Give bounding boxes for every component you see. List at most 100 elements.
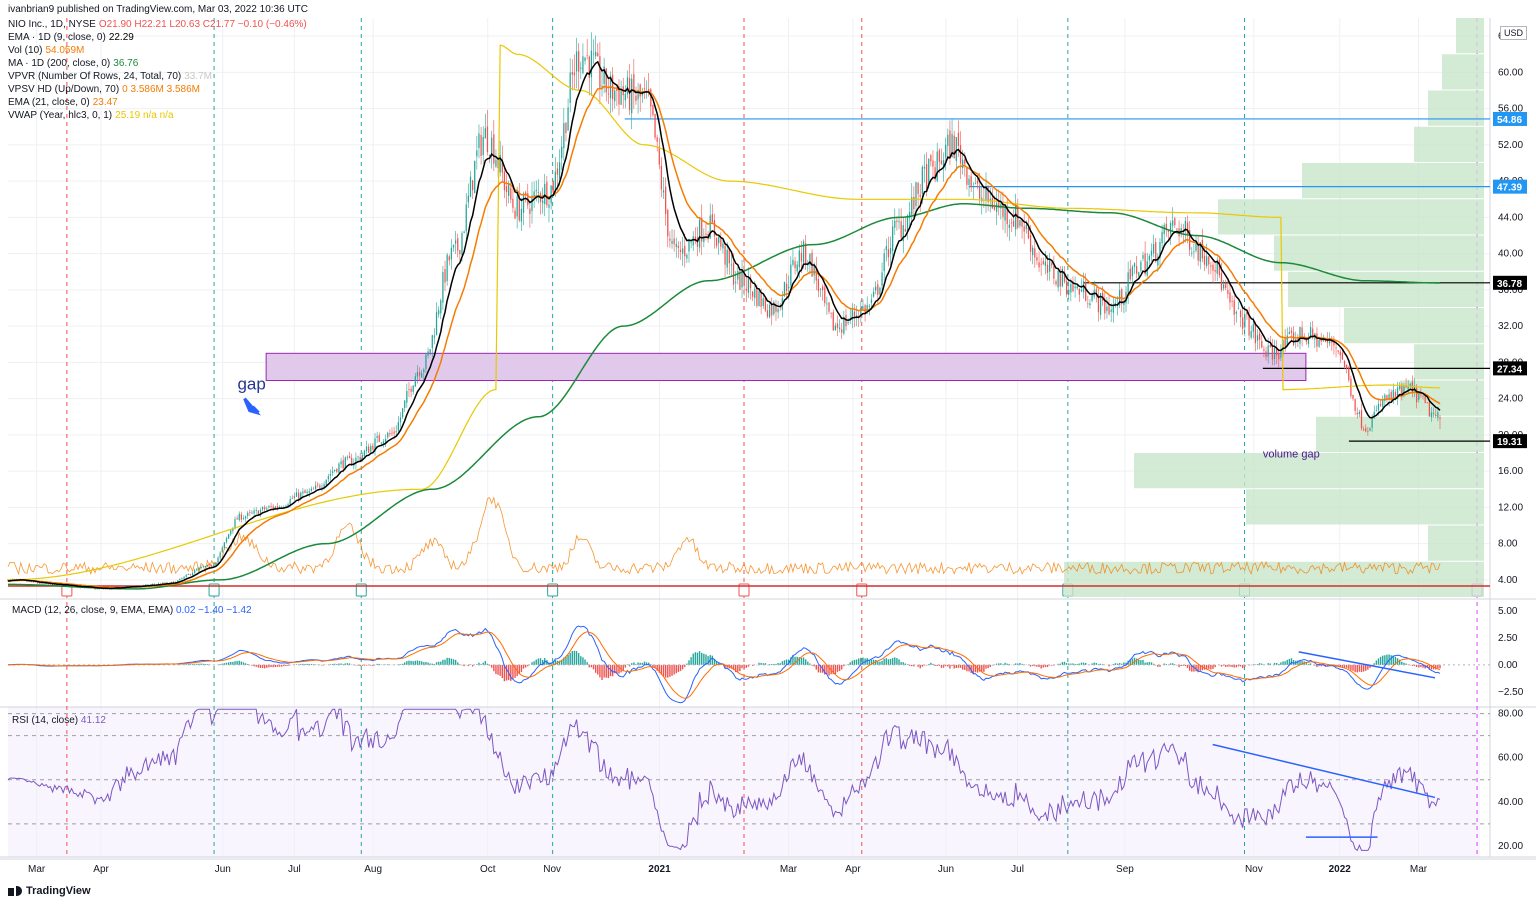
tradingview-logo: TradingView (8, 885, 91, 897)
candle-body (743, 268, 745, 287)
candle-body (418, 372, 421, 376)
macd-histogram-bar (495, 664, 497, 675)
candle-body (493, 134, 495, 164)
macd-histogram-bar (1101, 664, 1104, 665)
candle-body (1299, 326, 1301, 344)
candle-body (641, 93, 643, 96)
candle-body (208, 564, 211, 566)
legend-name: VWAP (Year, hlc3, 0, 1) (8, 110, 113, 121)
candle-body (215, 562, 217, 566)
macd-histogram-bar (431, 663, 433, 665)
macd-axis-label: 2.50 (1498, 633, 1518, 644)
legend-row[interactable]: EMA (21, close, 0) 23.47 (8, 96, 118, 109)
macd-histogram-bar (1214, 664, 1216, 668)
macd-histogram-bar (792, 655, 794, 665)
macd-histogram-bar (1135, 658, 1138, 665)
macd-trend-line (1298, 651, 1436, 679)
candle-body (476, 150, 478, 157)
macd-histogram-bar (760, 662, 762, 665)
candle-body (1220, 272, 1223, 290)
candle-body (442, 272, 444, 303)
legend-value: 33.7M (184, 71, 213, 82)
price-axis-label: 44.00 (1498, 212, 1523, 223)
macd-histogram-bar (703, 653, 705, 665)
candle-body (660, 165, 663, 190)
candle-body (323, 484, 325, 488)
macd-histogram-bar (983, 664, 985, 672)
macd-histogram-bar (577, 653, 580, 665)
candle-body (361, 454, 363, 459)
candle-body (211, 565, 213, 567)
macd-histogram-bar (594, 664, 597, 673)
macd-histogram-bar (329, 664, 332, 665)
candle-body (737, 270, 739, 280)
candle-body (435, 312, 438, 335)
macd-histogram-bar (1155, 664, 1157, 666)
macd-histogram-bar (454, 659, 457, 665)
candle-body (974, 183, 977, 185)
macd-histogram-bar (917, 664, 919, 667)
candle-body (291, 498, 293, 499)
legend-row[interactable]: VWAP (Year, hlc3, 0, 1) 25.19 n/a n/a (8, 109, 174, 122)
candle-body (1027, 227, 1030, 239)
candle-body (836, 323, 839, 328)
candle-body (522, 193, 525, 213)
legend-row[interactable]: Vol (10) 54.059M (8, 44, 84, 57)
macd-histogram-bar (684, 664, 686, 668)
macd-histogram-bar (1093, 662, 1095, 665)
candle-body (387, 432, 389, 438)
candle-body (177, 580, 179, 583)
candle-body (244, 516, 247, 519)
macd-histogram-bar (1078, 663, 1081, 665)
candle-body (1123, 301, 1125, 305)
candle-body (365, 446, 368, 452)
macd-histogram-bar (1031, 664, 1034, 666)
macd-histogram-bar (698, 651, 701, 665)
legend-row[interactable]: VPVR (Number Of Rows, 24, Total, 70) 33.7… (8, 70, 212, 83)
macd-histogram-bar (1318, 664, 1320, 667)
macd-histogram-bar (654, 664, 656, 668)
candle-body (181, 578, 183, 580)
candle-body (465, 204, 467, 232)
candle-body (1256, 335, 1259, 341)
candle-body (469, 176, 472, 197)
candle-body (993, 206, 996, 210)
macd-histogram-bar (338, 663, 340, 665)
currency-badge[interactable]: USD (1500, 26, 1528, 40)
candle-body (1358, 411, 1361, 415)
candle-body (709, 215, 711, 239)
candle-body (1227, 290, 1229, 294)
candle-body (947, 134, 949, 146)
macd-histogram-bar (1199, 664, 1201, 671)
candle-body (223, 542, 226, 548)
candle-body (187, 574, 189, 576)
candle-body (1263, 349, 1265, 351)
candle-body (276, 506, 279, 508)
candle-body (198, 567, 200, 570)
macd-histogram-bar (1242, 664, 1244, 669)
macd-histogram-bar (641, 662, 644, 665)
candle-body (240, 514, 242, 520)
publisher-header: ivanbrian9 published on TradingView.com,… (8, 4, 308, 15)
macd-histogram-bar (334, 663, 336, 665)
candle-body (618, 86, 620, 105)
macd-histogram-bar (554, 660, 557, 665)
macd-histogram-bar (639, 662, 641, 665)
candle-body (1254, 322, 1257, 344)
legend-row[interactable]: EMA · 1D (9, close, 0) 22.29 (8, 31, 134, 44)
macd-histogram-bar (872, 659, 875, 665)
candle-body (289, 499, 291, 505)
legend-row[interactable]: NIO Inc., 1D, NYSE O21.90 H22.21 L20.63 C… (8, 18, 307, 31)
candle-body (39, 583, 41, 585)
candle-body (1259, 333, 1261, 340)
macd-histogram-bar (891, 658, 894, 665)
candle-body (482, 136, 484, 155)
macd-histogram-bar (807, 661, 809, 665)
macd-histogram-bar (1394, 656, 1397, 665)
legend-row[interactable]: VPSV HD (Up/Down, 70) 0 3.586M 3.586M (8, 83, 200, 96)
legend-row[interactable]: MA · 1D (200, close, 0) 36.76 (8, 57, 138, 70)
macd-histogram-bar (987, 664, 989, 669)
macd-histogram-bar (1095, 662, 1098, 665)
candle-body (1193, 251, 1195, 252)
